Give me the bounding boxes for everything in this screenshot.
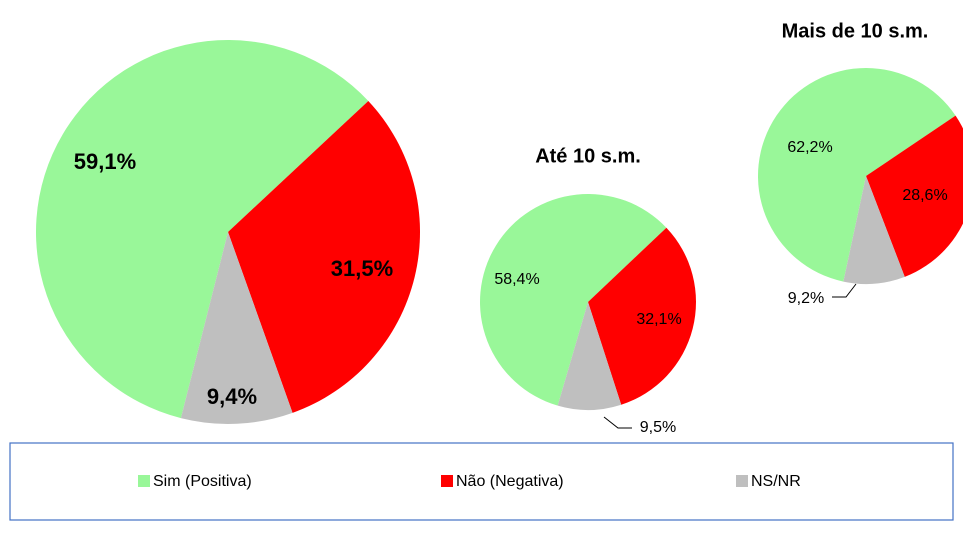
pie-title: Mais de 10 s.m. [782,20,929,42]
data-label: 9,5% [640,419,676,436]
data-label: 9,4% [207,384,257,409]
pie-slice [36,40,369,419]
legend-label: Sim (Positiva) [153,473,252,490]
legend-label: NS/NR [751,473,801,490]
pie-slice [228,100,421,413]
pie-slice [758,67,956,282]
pie-slice [180,232,293,424]
data-label: 32,1% [636,311,681,328]
data-label: 58,4% [494,271,539,288]
data-label: 9,2% [788,290,824,307]
legend-swatch [441,475,453,487]
legend-swatch [736,475,748,487]
data-label: 31,5% [331,256,393,281]
legend-label: Não (Negativa) [456,473,564,490]
pie-slice [480,194,667,406]
legend-box [9,442,954,521]
pie-title: Até 10 s.m. [535,145,641,167]
leader-line [832,283,857,298]
data-label: 28,6% [902,187,947,204]
pie-slice [843,176,905,284]
pie-slice [557,302,622,410]
pie-slice [866,115,963,277]
pie-slice [588,227,697,405]
legend-swatch [138,475,150,487]
data-label: 59,1% [74,149,136,174]
leader-line [603,416,632,429]
data-label: 62,2% [787,139,832,156]
